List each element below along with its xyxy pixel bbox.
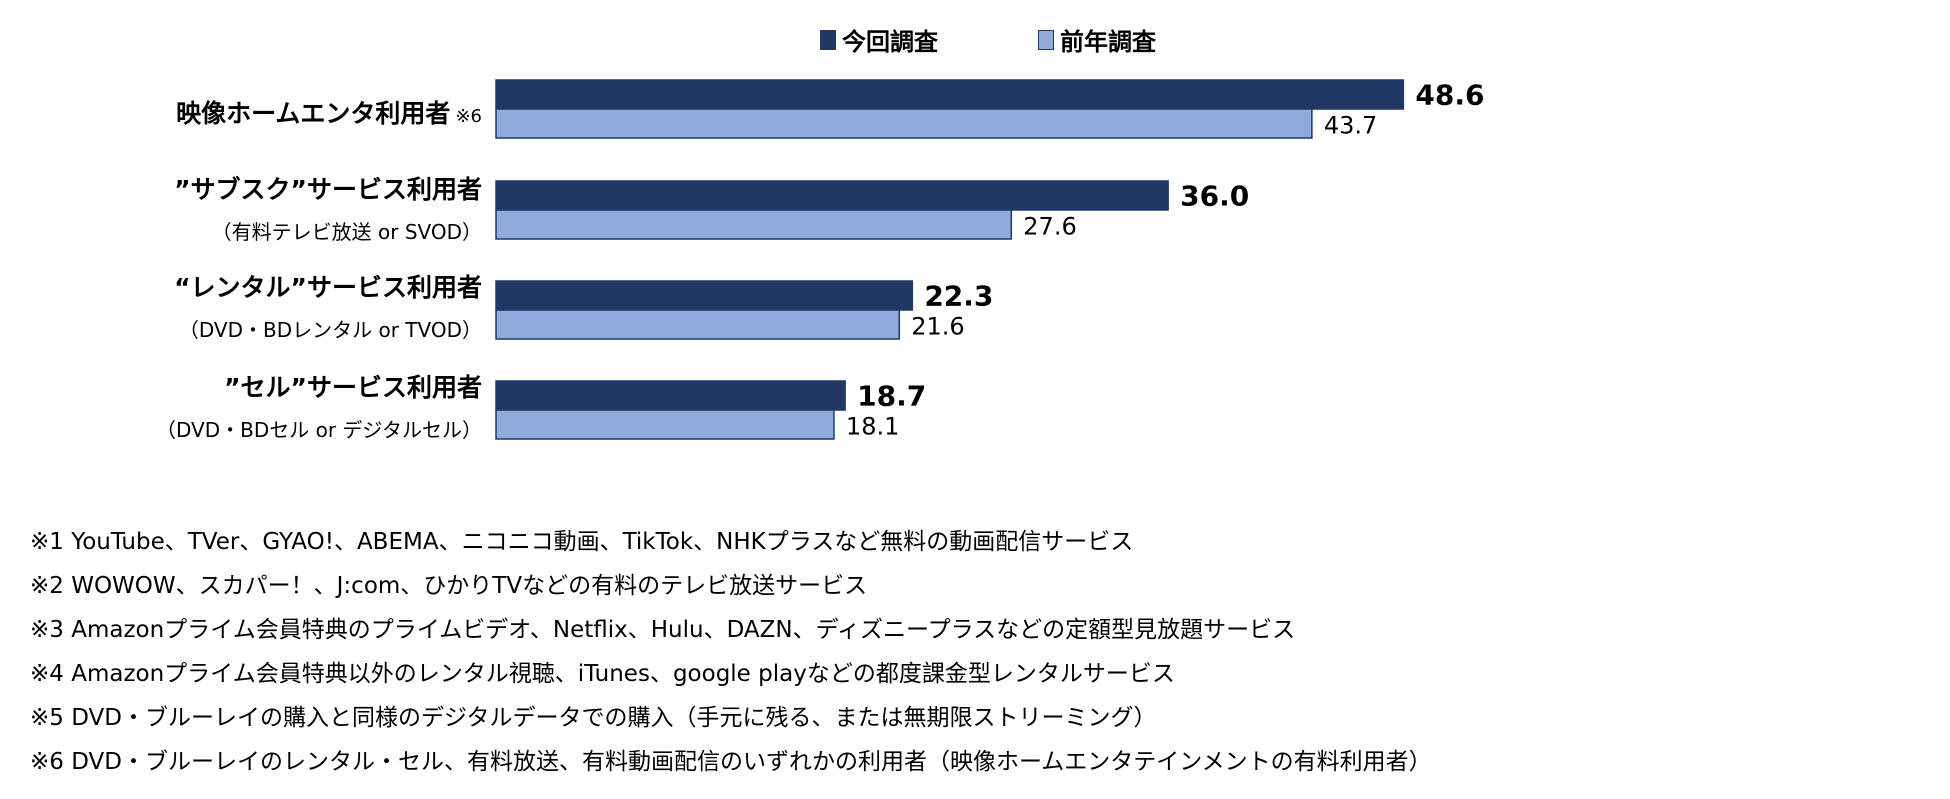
legend: 今回調査 前年調査 — [820, 22, 1156, 57]
category-sub: （DVD・BDセル or デジタルセル） — [155, 418, 482, 442]
bar-chart: 48.6 36.0 22.3 18.7 43.7 27.6 21.6 18.1 — [495, 79, 1484, 441]
bar-current-0 — [495, 79, 1405, 110]
bar-current-3 — [495, 380, 846, 411]
legend-item-previous: 前年調査 — [1038, 22, 1156, 57]
data-label-current-2: 22.3 — [924, 280, 993, 313]
data-label-previous-1: 27.6 — [1023, 213, 1076, 241]
data-label-current-3: 18.7 — [857, 380, 926, 413]
legend-item-current: 今回調査 — [820, 22, 938, 57]
bar-current-1 — [495, 180, 1169, 211]
footnote-6: ※6 DVD・ブルーレイのレンタル・セル、有料放送、有料動画配信のいずれかの利用… — [30, 749, 1432, 775]
legend-swatch-previous — [1038, 29, 1054, 50]
category-main: ”サブスク”サービス利用者 — [174, 175, 482, 204]
legend-label-previous: 前年調査 — [1060, 28, 1156, 56]
footnote-1: ※1 YouTube、TVer、GYAO!、ABEMA、ニコニコ動画、TikTo… — [30, 529, 1134, 555]
legend-label-current: 今回調査 — [842, 28, 938, 56]
data-label-current-0: 48.6 — [1415, 79, 1484, 112]
category-main: 映像ホームエンタ利用者 — [176, 99, 451, 128]
footnote-3: ※3 Amazonプライム会員特典のプライムビデオ、Netflix、Hulu、D… — [30, 617, 1296, 643]
category-main: “レンタル”サービス利用者 — [174, 273, 482, 302]
bar-previous-2 — [495, 309, 901, 340]
data-label-previous-2: 21.6 — [911, 313, 964, 341]
category-sub: （DVD・BDレンタル or TVOD） — [178, 318, 482, 342]
category-label-0: 映像ホームエンタ利用者 ※6 — [176, 94, 482, 130]
category-label-1: ”サブスク”サービス利用者 （有料テレビ放送 or SVOD） — [174, 170, 482, 245]
category-label-2: “レンタル”サービス利用者 （DVD・BDレンタル or TVOD） — [174, 268, 482, 343]
bar-current-2 — [495, 280, 914, 311]
bar-previous-3 — [495, 409, 835, 440]
data-label-previous-3: 18.1 — [846, 413, 899, 441]
category-sub: （有料テレビ放送 or SVOD） — [211, 220, 482, 244]
bar-previous-0 — [495, 108, 1313, 139]
data-label-current-1: 36.0 — [1180, 180, 1249, 213]
category-main: ”セル”サービス利用者 — [224, 373, 482, 402]
category-label-3: ”セル”サービス利用者 （DVD・BDセル or デジタルセル） — [156, 368, 482, 443]
footnote-4: ※4 Amazonプライム会員特典以外のレンタル視聴、iTunes、google… — [30, 661, 1175, 687]
legend-swatch-current — [820, 29, 836, 50]
footnote-2: ※2 WOWOW、スカパー！、J:com、ひかりTVなどの有料のテレビ放送サービ… — [30, 573, 868, 599]
footnote-5: ※5 DVD・ブルーレイの購入と同様のデジタルデータでの購入（手元に残る、または… — [30, 705, 1157, 731]
bar-previous-1 — [495, 209, 1013, 240]
data-label-previous-0: 43.7 — [1324, 112, 1377, 140]
category-note: ※6 — [455, 106, 482, 127]
